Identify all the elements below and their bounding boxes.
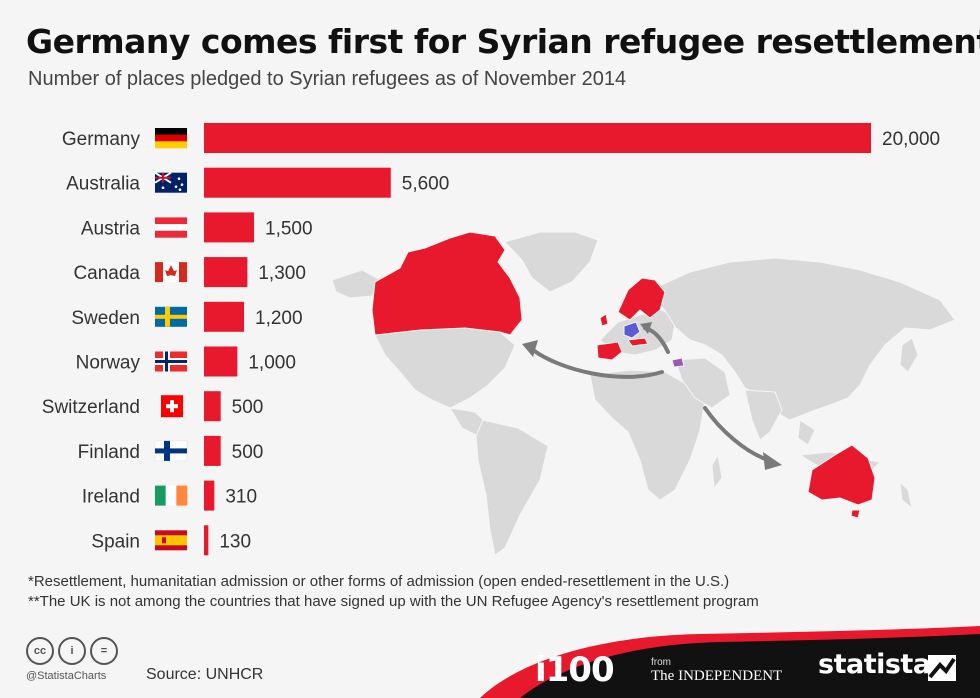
chart-title: Germany comes first for Syrian refugee r… <box>26 22 980 61</box>
category-label: Norway <box>76 353 141 374</box>
flag-band <box>179 262 187 283</box>
flag-icon <box>155 217 187 238</box>
bar <box>204 167 391 198</box>
flag-icon <box>155 485 188 506</box>
flag-star <box>178 188 182 191</box>
flag-icon <box>155 306 187 327</box>
flag-emblem <box>162 537 166 544</box>
bar-row: Norway 1,000 <box>76 346 296 377</box>
bar-row: Spain 130 <box>91 525 251 556</box>
value-label: 1,200 <box>255 308 303 329</box>
value-label: 1,000 <box>248 353 296 374</box>
bar <box>204 480 215 511</box>
flag-cross <box>155 360 187 363</box>
flag-stripe <box>155 217 187 225</box>
bar-row: Finland 500 <box>78 435 264 466</box>
bar-row: Switzerland 500 <box>42 391 264 422</box>
chart-subtitle: Number of places pledged to Syrian refug… <box>28 68 627 90</box>
category-label: Germany <box>62 129 141 150</box>
i100-logo: i100 <box>535 650 615 690</box>
bar-row: Canada 1,300 <box>73 257 306 288</box>
map-syria <box>671 357 685 368</box>
flag-stripe <box>165 485 177 506</box>
flag-stripe <box>155 134 187 142</box>
value-label: 500 <box>232 442 264 463</box>
map-germany <box>623 321 641 339</box>
value-label: 1,500 <box>265 218 313 239</box>
flag-leaf <box>165 265 177 277</box>
bar-row: Germany 20,000 <box>62 123 940 153</box>
category-label: Ireland <box>82 487 140 508</box>
category-label: Canada <box>73 263 140 284</box>
category-label: Switzerland <box>42 397 140 418</box>
flag-cross <box>166 404 178 409</box>
twitter-handle: @StatistaCharts <box>26 670 107 682</box>
bar-row: Ireland 310 <box>82 480 257 511</box>
bar <box>204 525 209 556</box>
footnote-2: **The UK is not among the countries that… <box>28 593 759 610</box>
value-label: 500 <box>232 397 264 418</box>
flag-stripe <box>155 485 166 506</box>
map-highlight <box>371 231 876 519</box>
footer-band <box>480 626 980 698</box>
flag-icon <box>155 530 187 551</box>
statista-mark-icon <box>928 655 956 681</box>
flag-cross <box>155 448 187 454</box>
value-label: 5,600 <box>402 174 450 195</box>
category-label: Finland <box>78 442 140 463</box>
bar <box>204 301 245 332</box>
flag-cross <box>155 314 187 319</box>
bar <box>204 212 255 243</box>
bar-chart: Germany 20,000 Australia 5,600 Austria 1,500 C… <box>42 123 940 556</box>
category-label: Sweden <box>71 308 140 329</box>
flag-stripe <box>155 128 187 135</box>
flag-star <box>174 185 178 188</box>
flag-stripe <box>155 230 187 238</box>
bar-row: Austria 1,500 <box>81 212 313 243</box>
value-label: 20,000 <box>882 129 940 150</box>
category-label: Austria <box>81 218 141 239</box>
bar <box>204 435 221 466</box>
flag-icon <box>154 171 187 193</box>
independent-logo: The INDEPENDENT <box>651 668 783 684</box>
flag-star <box>177 177 181 180</box>
bar <box>204 257 248 288</box>
flag-icon <box>155 262 187 283</box>
bar <box>204 346 238 377</box>
flag-star <box>180 183 184 186</box>
map-land <box>331 231 956 556</box>
flag-stripe <box>176 485 188 506</box>
flag-band <box>155 535 187 546</box>
flag-band <box>155 262 163 283</box>
flag-cross <box>155 172 171 183</box>
flag-icon <box>155 128 187 149</box>
statista-logo: statista <box>818 649 931 680</box>
license-icons: cc i = <box>26 637 118 665</box>
footnote-1: *Resettlement, humanitatian admission or… <box>28 573 730 590</box>
value-label: 130 <box>219 531 251 552</box>
arrow-heads <box>522 322 782 470</box>
bar-row: Sweden 1,200 <box>71 301 303 332</box>
footnotes: *Resettlement, humanitatian admission or… <box>28 572 759 612</box>
value-label: 310 <box>225 487 257 508</box>
from-label: from <box>651 657 671 668</box>
flag-icon <box>154 440 188 462</box>
equals-icon: = <box>90 637 118 665</box>
flag-stripe <box>155 224 187 232</box>
person-icon: i <box>58 637 86 665</box>
category-label: Spain <box>91 531 140 552</box>
bar <box>204 391 221 422</box>
flag-star <box>161 186 165 189</box>
cc-icon: cc <box>26 637 54 665</box>
category-label: Australia <box>66 174 140 195</box>
source-label: Source: UNHCR <box>146 666 264 683</box>
flag-icon <box>155 351 187 372</box>
bar <box>204 123 871 153</box>
bar-row: Australia 5,600 <box>66 167 450 198</box>
flag-stripe <box>155 141 187 149</box>
flag-icon <box>161 395 183 418</box>
value-label: 1,300 <box>258 263 306 284</box>
